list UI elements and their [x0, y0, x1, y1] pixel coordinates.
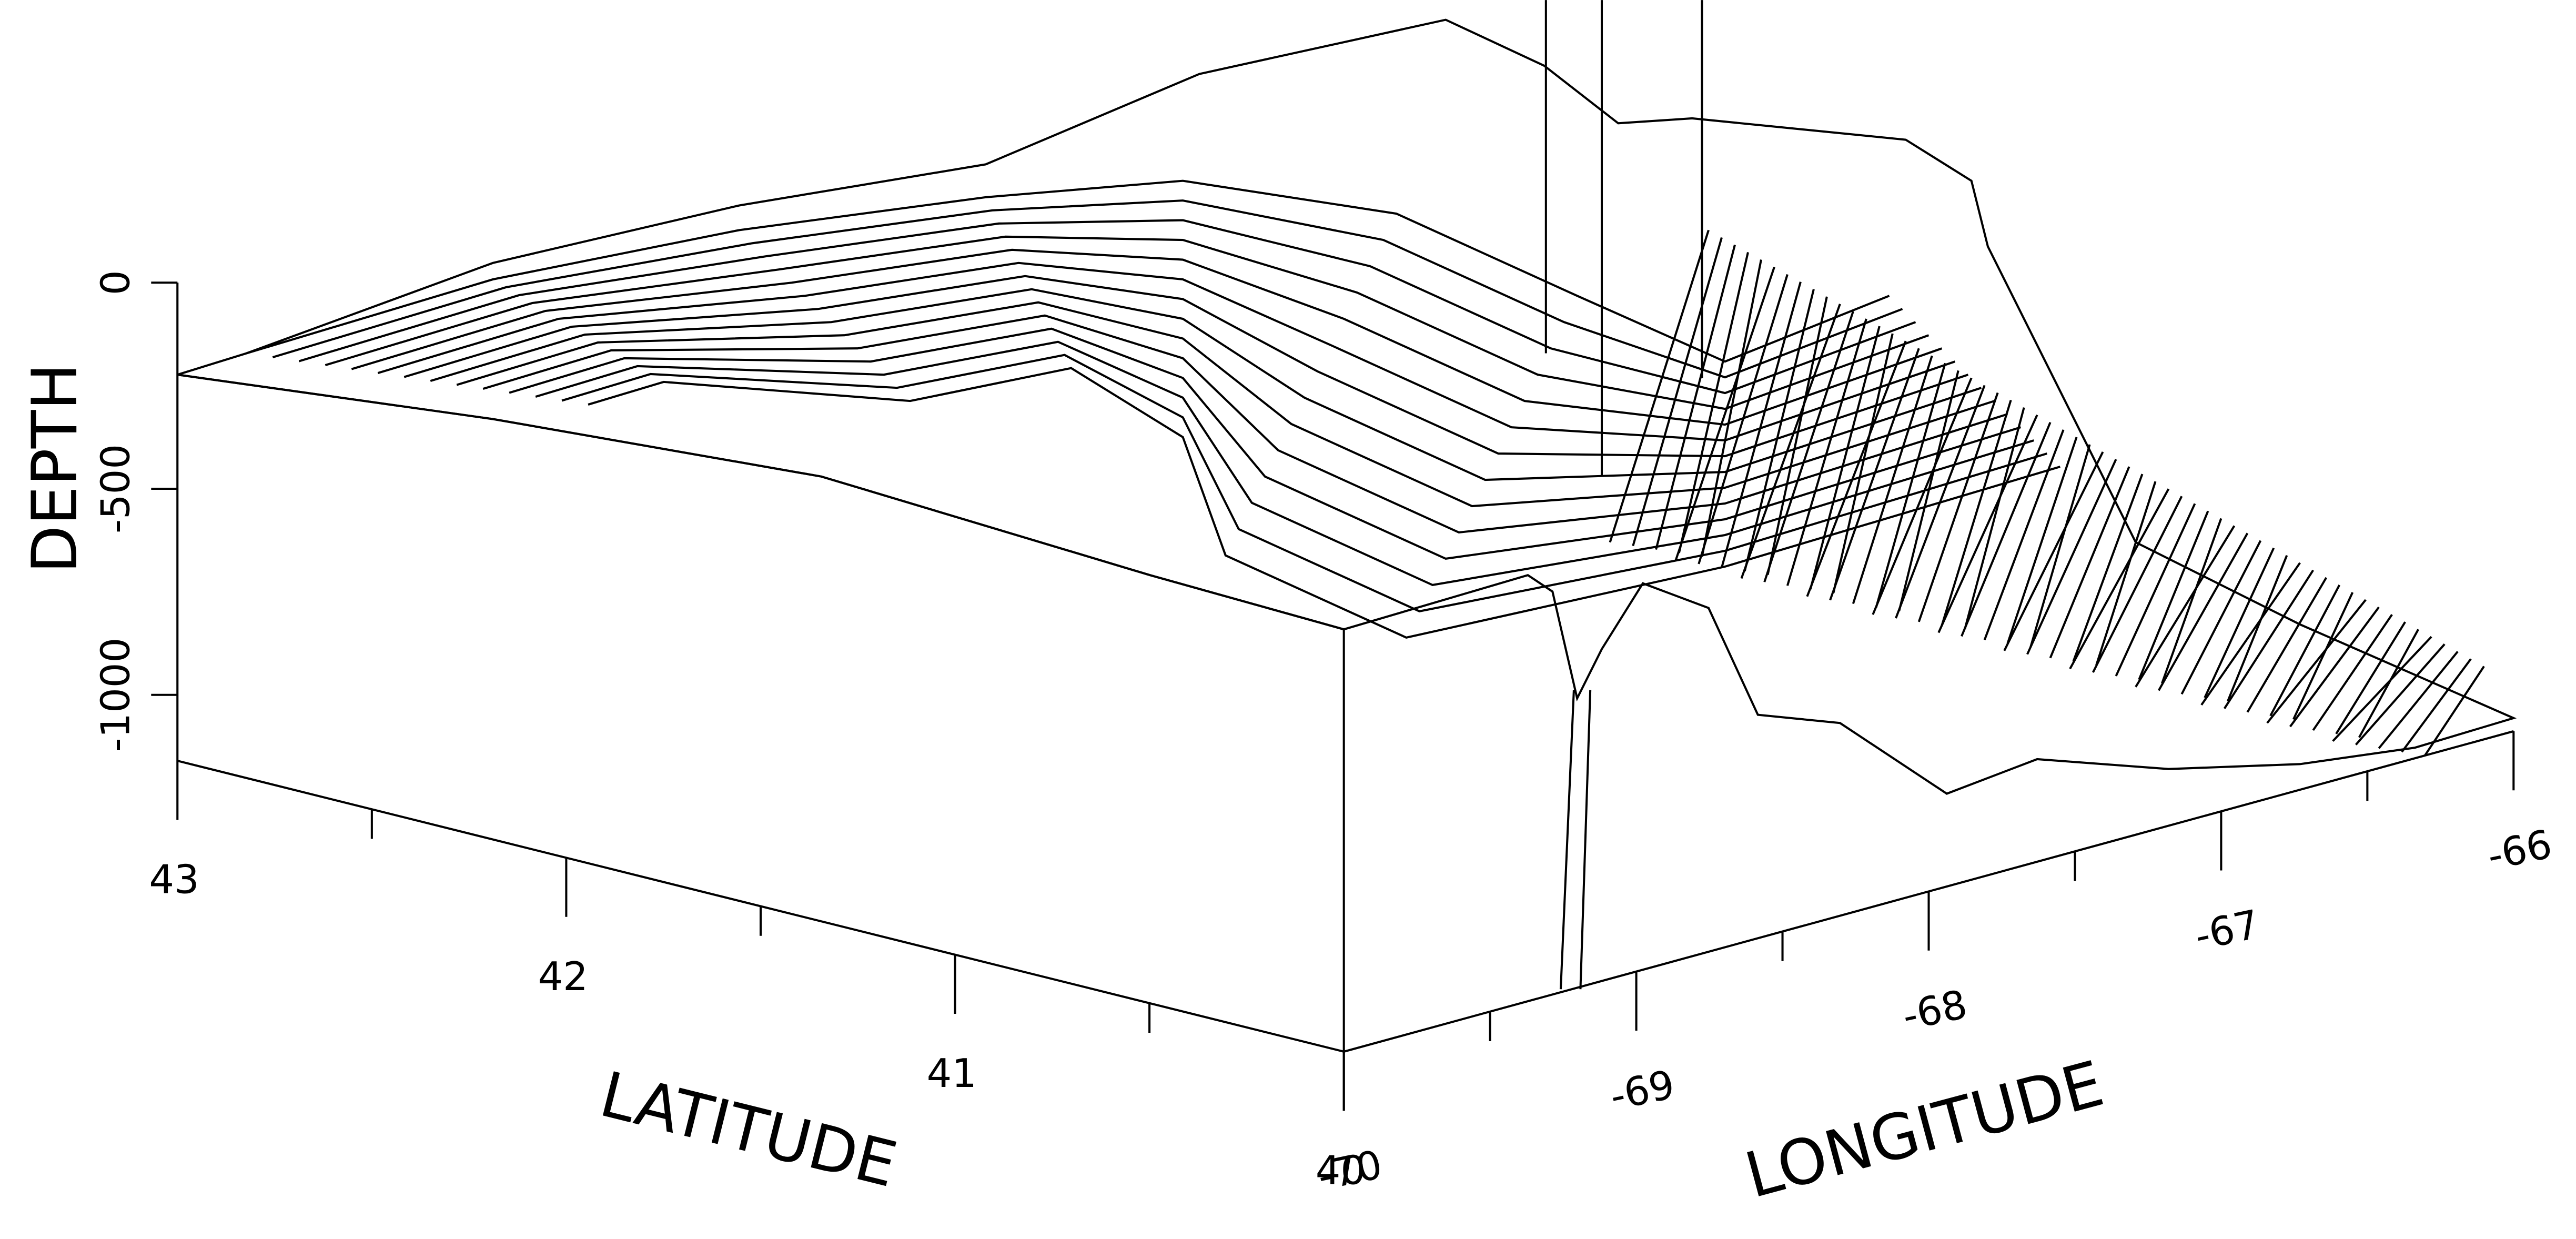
hatch	[1767, 297, 1826, 575]
contour	[378, 263, 1955, 440]
y-tick-label: -67	[2191, 901, 2264, 960]
hatch	[1633, 237, 1722, 546]
z-tick-label: 0	[92, 270, 138, 295]
hatch	[2073, 474, 2142, 661]
hatch	[1830, 348, 1919, 600]
contour	[457, 303, 1994, 506]
hatch	[2007, 437, 2076, 643]
y-tick-label: -69	[1606, 1061, 1679, 1120]
contour	[483, 316, 2007, 532]
hatch	[1833, 334, 1892, 593]
hatch	[1896, 385, 1985, 618]
hatch	[2379, 651, 2458, 748]
contour	[562, 355, 2047, 611]
chart: DEPTH LATITUDE LONGITUDE 0 -500 -1000 43 42 4…	[0, 0, 2576, 1239]
hatch	[2225, 570, 2314, 709]
hatch	[2333, 637, 2431, 741]
y-axis-label: LONGITUDE	[1738, 1047, 2111, 1212]
hatch	[2313, 615, 2392, 730]
contour	[272, 200, 1902, 377]
hatch	[1942, 400, 2011, 626]
hatch	[1702, 260, 1761, 557]
hatch	[2050, 467, 2129, 658]
hatch	[1610, 230, 1709, 542]
z-tick-label: -500	[92, 444, 138, 533]
z-axis-label: DEPTH	[18, 363, 91, 573]
front-edge	[177, 375, 1343, 629]
trench-line	[1561, 690, 1574, 989]
hatch	[2159, 533, 2248, 691]
hatch	[1962, 422, 2050, 637]
contour	[509, 329, 2021, 559]
z-tick-label: -1000	[92, 638, 138, 752]
y-tick-label: -68	[1898, 981, 1971, 1040]
x-tick-label: 43	[149, 857, 199, 903]
x-axis-label: LATITUDE	[593, 1058, 904, 1202]
hatch	[2201, 563, 2300, 705]
x-tick-label: 41	[927, 1050, 977, 1096]
hatch	[2247, 578, 2326, 712]
hatch	[2356, 644, 2445, 744]
x-tick-label: 42	[538, 953, 588, 1000]
page: DEPTH LATITUDE LONGITUDE 0 -500 -1000 43 42 4…	[0, 0, 2576, 1239]
hatch	[2116, 503, 2195, 676]
contour	[299, 220, 1915, 394]
surface	[177, 0, 2513, 1052]
y-tick-label: -66	[2483, 821, 2556, 880]
contours	[246, 181, 2484, 756]
trench-line	[1580, 690, 1590, 989]
